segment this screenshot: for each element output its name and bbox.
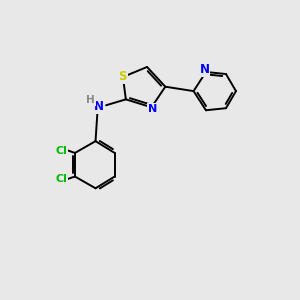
Text: Cl: Cl [56, 174, 68, 184]
Text: N: N [148, 104, 158, 114]
Text: N: N [94, 100, 104, 113]
Text: S: S [118, 70, 127, 83]
Text: N: N [200, 63, 209, 76]
Text: H: H [86, 95, 95, 105]
Text: Cl: Cl [56, 146, 68, 156]
